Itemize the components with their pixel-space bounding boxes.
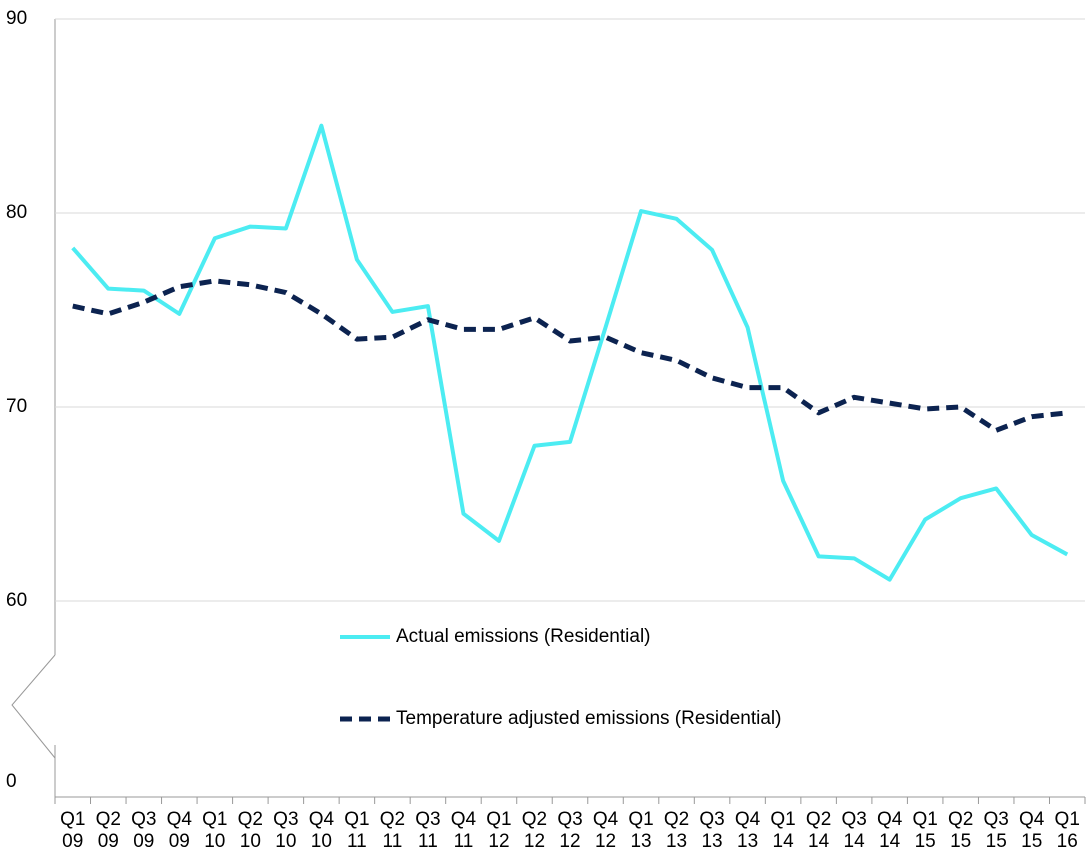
y-tick-label: 60 xyxy=(6,590,27,611)
x-tick-label: Q4 15 xyxy=(1019,809,1045,852)
x-tick-label: Q3 11 xyxy=(415,809,441,852)
x-tick-label: Q3 14 xyxy=(841,809,867,852)
x-tick-label: Q3 12 xyxy=(557,809,583,852)
break-mark xyxy=(11,654,56,759)
x-tick-label: Q2 14 xyxy=(805,809,832,852)
legend-label: Actual emissions (Residential) xyxy=(396,626,651,647)
x-tick-label: Q1 11 xyxy=(344,809,370,852)
axis-break xyxy=(11,19,1085,798)
x-tick-label: Q1 14 xyxy=(770,809,796,852)
x-tick-label: Q1 09 xyxy=(60,809,86,852)
x-tick-label: Q1 12 xyxy=(486,809,512,852)
x-tick-label: Q2 10 xyxy=(237,809,264,852)
x-tick-label: Q4 12 xyxy=(592,809,619,852)
x-tick-label: Q2 15 xyxy=(948,809,974,852)
y-tick-label: 90 xyxy=(6,8,27,29)
x-tick-label: Q3 13 xyxy=(699,809,725,852)
x-tick-label: Q4 09 xyxy=(166,809,192,852)
x-tick-label: Q4 10 xyxy=(308,809,335,852)
x-tick-label: Q4 14 xyxy=(876,809,903,852)
x-tick-label: Q1 10 xyxy=(202,809,228,852)
x-tick-label: Q4 11 xyxy=(450,809,477,852)
x-tick-label: Q2 09 xyxy=(95,809,121,852)
x-tick-label: Q1 13 xyxy=(628,809,654,852)
y-tick-label: 0 xyxy=(6,771,17,792)
x-tick-label: Q1 16 xyxy=(1054,809,1080,852)
series-line xyxy=(71,123,1069,582)
x-tick-label: Q2 12 xyxy=(521,809,548,852)
x-tick-label: Q3 10 xyxy=(273,809,299,852)
y-tick-label: 80 xyxy=(6,202,27,223)
x-tick-label: Q2 11 xyxy=(379,809,406,852)
x-tick-label: Q1 15 xyxy=(912,809,938,852)
y-tick-label: 70 xyxy=(6,396,27,417)
series-line xyxy=(72,278,1068,433)
legend-label: Temperature adjusted emissions (Resident… xyxy=(396,708,781,729)
x-tick-label: Q3 15 xyxy=(983,809,1009,852)
x-tick-label: Q4 13 xyxy=(734,809,761,852)
x-tick-label: Q3 09 xyxy=(131,809,157,852)
x-tick-label: Q2 13 xyxy=(663,809,690,852)
